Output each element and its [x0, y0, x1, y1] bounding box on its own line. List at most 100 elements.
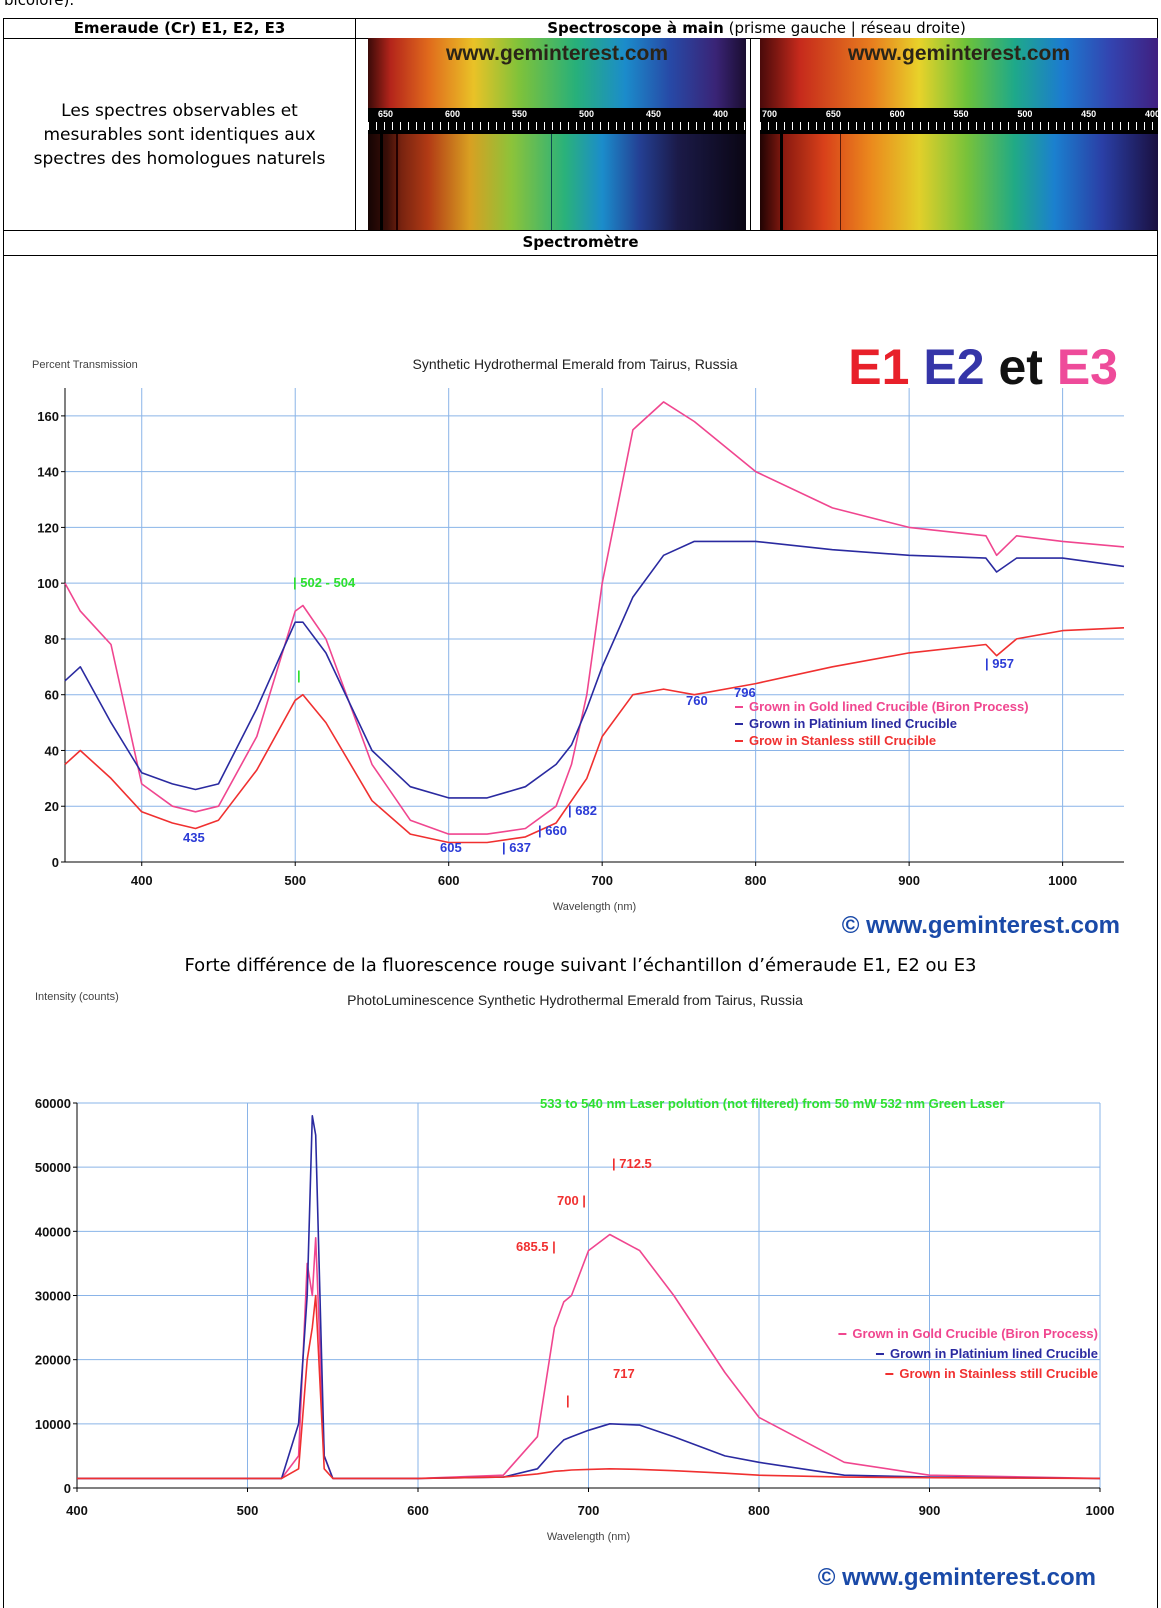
header-left: Emeraude (Cr) E1, E2, E3 [3, 19, 356, 38]
scale-label: 450 [646, 109, 661, 119]
annotation: | 712.5 [612, 1156, 652, 1171]
annotation: 605 [440, 840, 462, 855]
annotation: | 682 [568, 803, 597, 818]
annotation: | 502 - 504 [293, 575, 356, 590]
transmission-chart: Synthetic Hydrothermal Emerald from Tair… [0, 330, 1161, 945]
prism-spectrum: www.geminterest.com 650 600 550 500 450 400 [368, 38, 746, 230]
divider [750, 38, 751, 231]
scale-label: 650 [826, 109, 841, 119]
y-tick-label: 10000 [35, 1417, 71, 1432]
caption: Forte différence de la fluorescence roug… [0, 955, 1161, 976]
scale-label: 650 [378, 109, 393, 119]
annotation: 796 [734, 685, 756, 700]
scale-label: 450 [1081, 109, 1096, 119]
grating-spectrum: www.geminterest.com 700 650 600 550 500 450 40… [760, 38, 1158, 230]
watermark: www.geminterest.com [368, 42, 746, 66]
x-tick-label: 1000 [1048, 873, 1077, 888]
legend-label: Grown in Gold Crucible (Biron Process) [852, 1326, 1098, 1341]
badge-part: E3 [1057, 339, 1118, 395]
absorption-line [780, 134, 783, 230]
intro-fragment: bicolore). [4, 0, 74, 9]
header-right-note: (prisme gauche | réseau droite) [729, 19, 966, 37]
copyright: © www.geminterest.com [818, 1564, 1096, 1591]
x-tick-label: 400 [66, 1503, 88, 1518]
badge-part: et [998, 339, 1043, 395]
legend-label: Grown in Stainless still Crucible [899, 1366, 1098, 1381]
annotation: | [297, 668, 301, 683]
badge-part: E2 [923, 339, 984, 395]
y-tick-label: 40000 [35, 1224, 71, 1239]
x-axis-label: Wavelength (nm) [547, 1531, 630, 1543]
scale-ticks [760, 122, 1158, 130]
annotation: 435 [183, 830, 205, 845]
y-tick-label: 120 [37, 520, 59, 535]
spectrum-band [368, 134, 746, 230]
scale-label: 600 [445, 109, 460, 119]
scale-label: 400 [1145, 109, 1158, 119]
watermark: www.geminterest.com [760, 42, 1158, 66]
x-axis-label: Wavelength (nm) [553, 901, 636, 913]
annotation: | 957 [985, 656, 1014, 671]
x-tick-label: 500 [237, 1503, 259, 1518]
header-right: Spectroscope à main (prisme gauche | rés… [355, 19, 1158, 38]
scale-label: 500 [579, 109, 594, 119]
page-body: bicolore). Emeraude (Cr) E1, E2, E3 Spec… [0, 0, 1161, 1608]
scale-label: 550 [512, 109, 527, 119]
scale-label: 700 [762, 109, 777, 119]
y-tick-label: 60 [45, 688, 59, 703]
y-tick-label: 20 [45, 799, 59, 814]
annotation: | [566, 1393, 570, 1408]
chart-title: PhotoLuminescence Synthetic Hydrothermal… [347, 992, 803, 1008]
y-axis-label: Percent Transmission [32, 359, 138, 371]
scale-label: 550 [954, 109, 969, 119]
y-axis-label: Intensity (counts) [35, 991, 119, 1003]
absorption-line [396, 134, 398, 230]
legend-label: Grown in Gold lined Crucible (Biron Proc… [749, 699, 1029, 714]
annotation: 700 | [557, 1193, 586, 1208]
absorption-line [380, 134, 383, 230]
scale: 650 600 550 500 450 400 [368, 108, 746, 132]
x-tick-label: 500 [284, 873, 306, 888]
y-tick-label: 60000 [35, 1096, 71, 1111]
x-tick-label: 900 [919, 1503, 941, 1518]
y-tick-label: 160 [37, 409, 59, 424]
x-tick-label: 800 [748, 1503, 770, 1518]
annotation: 533 to 540 nm Laser polution (not filter… [540, 1096, 1005, 1111]
y-tick-label: 50000 [35, 1160, 71, 1175]
legend-label: Grown in Platinium lined Crucible [749, 716, 957, 731]
absorption-line [551, 134, 552, 230]
series-line [65, 402, 1124, 834]
scale: 700 650 600 550 500 450 400 [760, 108, 1158, 132]
y-tick-label: 140 [37, 465, 59, 480]
page: Emeraude synthétique {"intro_fragment": … [0, 0, 1161, 1608]
copyright: © www.geminterest.com [842, 912, 1120, 939]
section-title: Spectromètre [3, 233, 1158, 252]
legend-label: Grow in Stanless still Crucible [749, 733, 936, 748]
x-tick-label: 800 [745, 873, 767, 888]
x-tick-label: 700 [578, 1503, 600, 1518]
x-tick-label: 600 [407, 1503, 429, 1518]
x-tick-label: 700 [591, 873, 613, 888]
photoluminescence-chart: PhotoLuminescence Synthetic Hydrothermal… [0, 985, 1161, 1608]
scale-label: 500 [1017, 109, 1032, 119]
y-tick-label: 80 [45, 632, 59, 647]
legend-label: Grown in Platinium lined Crucible [890, 1346, 1098, 1361]
badge-part: E1 [848, 339, 909, 395]
y-tick-label: 0 [52, 855, 59, 870]
x-tick-label: 1000 [1086, 1503, 1115, 1518]
header-right-bold: Spectroscope à main [547, 19, 724, 37]
x-tick-label: 900 [898, 873, 920, 888]
annotation: | 660 [538, 823, 567, 838]
y-tick-label: 100 [37, 576, 59, 591]
y-tick-label: 30000 [35, 1289, 71, 1304]
scale-label: 600 [890, 109, 905, 119]
absorption-line [840, 134, 841, 230]
annotation: 717 [613, 1366, 635, 1381]
x-tick-label: 400 [131, 873, 153, 888]
badge: E1 E2 et E3 [848, 339, 1118, 395]
description: Les spectres observables et mesurables s… [3, 38, 356, 231]
chart-title: Synthetic Hydrothermal Emerald from Tair… [413, 356, 738, 372]
annotation: 760 [686, 693, 708, 708]
scale-label: 400 [713, 109, 728, 119]
x-tick-label: 600 [438, 873, 460, 888]
